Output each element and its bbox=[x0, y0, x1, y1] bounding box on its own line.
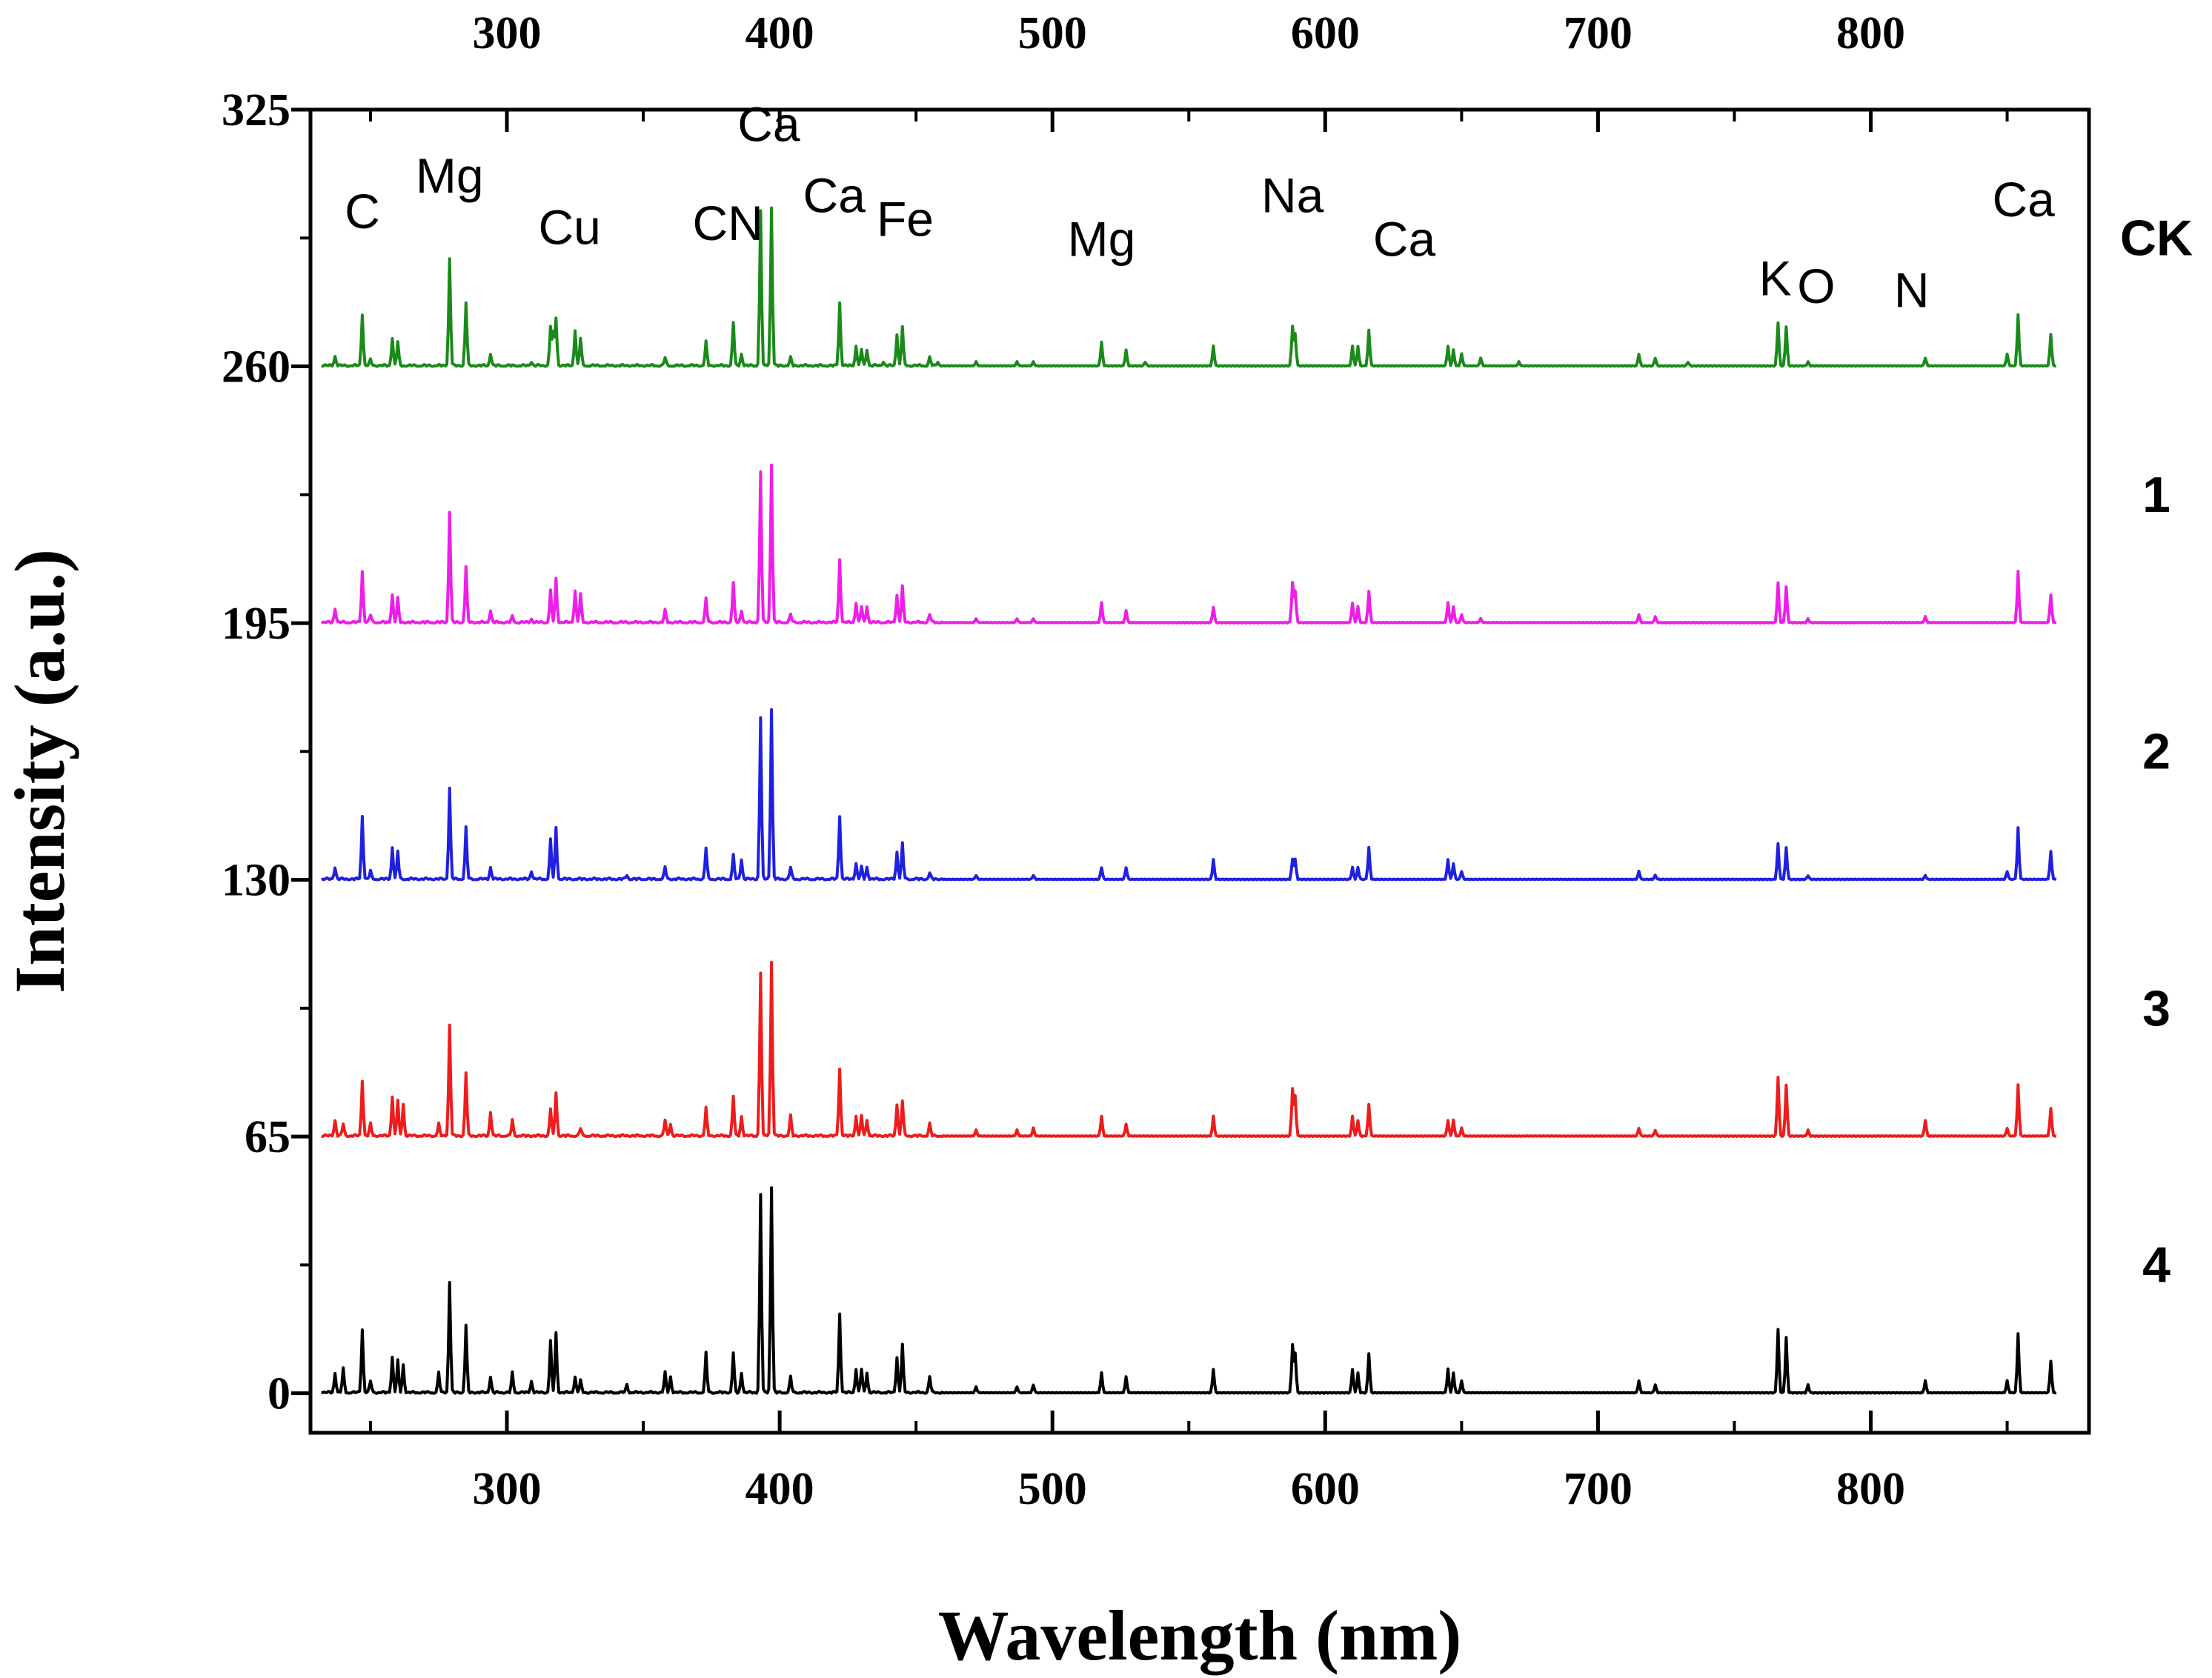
plot-frame bbox=[308, 107, 2091, 1435]
top-x-tick-label: 300 bbox=[473, 8, 542, 59]
peak-annotation-n: N bbox=[1894, 263, 1930, 318]
top-x-tick-label: 700 bbox=[1564, 8, 1633, 59]
top-x-tick-label: 600 bbox=[1291, 8, 1360, 59]
series-line-3 bbox=[321, 960, 2056, 1139]
x-tick-label: 500 bbox=[1018, 1464, 1087, 1514]
y-tick-label: 65 bbox=[245, 1112, 290, 1162]
peak-annotation-ca: Ca bbox=[1373, 211, 1436, 266]
peak-annotation-mg: Mg bbox=[416, 148, 484, 203]
peak-annotation-mg: Mg bbox=[1068, 211, 1136, 266]
peak-annotation-o: O bbox=[1797, 259, 1835, 313]
peak-annotation-na: Na bbox=[1261, 168, 1324, 223]
x-tick-label: 300 bbox=[473, 1464, 542, 1514]
x-tick-label: 700 bbox=[1564, 1464, 1633, 1514]
y-tick-label: 325 bbox=[222, 85, 290, 136]
series-label-4: 4 bbox=[2142, 1237, 2171, 1294]
x-tick-label: 400 bbox=[745, 1464, 814, 1514]
series-layer: CK 1 2 3 4 bbox=[320, 206, 2193, 1395]
peak-annotation-fe: Fe bbox=[877, 192, 934, 247]
x-axis-title: Wavelength (nm) bbox=[938, 1596, 1462, 1675]
y-tick-label: 0 bbox=[268, 1369, 290, 1419]
x-tick-label: 800 bbox=[1836, 1464, 1905, 1514]
tick-layer: 300 300 400 400 500 500 600 600 700 700 800 800 0 65 1… bbox=[222, 8, 2009, 1514]
peak-annotation-k: K bbox=[1759, 251, 1792, 306]
peak-annotation-c: C bbox=[345, 184, 380, 239]
series-label-1: 1 bbox=[2142, 467, 2171, 523]
peak-annotation-ca: Ca bbox=[1992, 172, 2055, 227]
y-tick-label: 195 bbox=[222, 599, 290, 649]
series-line-4 bbox=[321, 1186, 2057, 1395]
series-label-2: 2 bbox=[2142, 724, 2171, 780]
top-x-tick-label: 800 bbox=[1836, 8, 1905, 59]
y-tick-label: 260 bbox=[222, 342, 290, 393]
peak-annotation-ca: Ca bbox=[737, 97, 800, 152]
x-tick-label: 600 bbox=[1291, 1464, 1360, 1514]
top-x-tick-label: 500 bbox=[1018, 8, 1087, 59]
series-label-3: 3 bbox=[2142, 980, 2171, 1036]
y-axis-title: Intensity (a.u.) bbox=[0, 549, 79, 993]
peak-annotation-ca: Ca bbox=[803, 168, 866, 223]
peak-annotation-cn: CN bbox=[693, 196, 763, 250]
series-label-CK: CK bbox=[2120, 210, 2193, 267]
series-line-2 bbox=[321, 708, 2057, 882]
peak-annotation-cu: Cu bbox=[539, 199, 601, 254]
series-line-CK bbox=[321, 206, 2057, 368]
y-tick-label: 130 bbox=[222, 856, 290, 906]
top-x-tick-label: 400 bbox=[745, 8, 814, 59]
series-line-1 bbox=[320, 463, 2057, 625]
